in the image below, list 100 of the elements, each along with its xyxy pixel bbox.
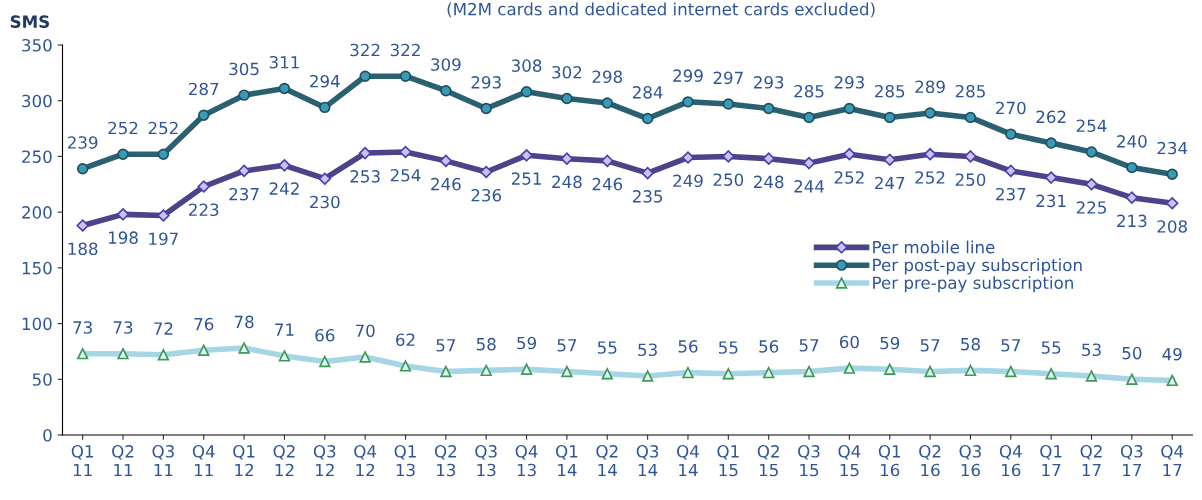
data-label: 246 [592, 177, 623, 191]
point [601, 154, 614, 168]
data-label: 239 [68, 136, 98, 149]
data-label: 294 [310, 74, 340, 88]
x-tick-label: Q4 15 [838, 445, 861, 477]
data-label: 240 [1117, 135, 1147, 148]
data-label: 59 [880, 336, 900, 350]
data-label: 285 [794, 84, 824, 98]
data-label: 284 [632, 86, 663, 99]
y-tick-label: 150 [22, 261, 52, 275]
data-label: 53 [638, 343, 657, 357]
y-tick-label: 0 [43, 428, 52, 442]
y-tick-label: 200 [22, 206, 52, 219]
x-tick-label: Q1 17 [1040, 445, 1062, 477]
data-label: 270 [996, 101, 1026, 115]
data-label: 62 [396, 333, 415, 347]
data-label: 322 [390, 43, 420, 57]
point [318, 172, 332, 185]
legend-label: Per mobile line [873, 240, 995, 254]
data-label: 237 [996, 187, 1026, 201]
x-tick-label: Q1 12 [233, 445, 255, 477]
data-label: 66 [315, 328, 335, 342]
legend-label: Per pre-pay subscription [873, 276, 1073, 293]
x-tick-label: Q1 15 [717, 445, 739, 477]
data-label: 252 [148, 121, 178, 135]
point [399, 70, 412, 82]
point [76, 162, 89, 175]
point [1166, 168, 1178, 180]
data-label: 223 [189, 203, 219, 217]
data-label: 55 [597, 341, 617, 354]
data-label: 252 [834, 171, 864, 184]
point [440, 84, 452, 97]
point [1126, 161, 1138, 174]
point [641, 112, 654, 125]
data-label: 297 [713, 71, 743, 85]
data-label: 302 [552, 65, 582, 79]
data-label: 78 [234, 315, 254, 329]
point [722, 98, 735, 110]
data-label: 309 [431, 58, 461, 71]
data-label: 188 [68, 242, 98, 256]
data-label: 305 [229, 62, 259, 76]
data-label: 57 [436, 339, 456, 352]
data-label: 254 [390, 168, 421, 182]
x-tick-label: Q1 13 [394, 445, 416, 477]
data-label: 49 [1162, 347, 1182, 361]
data-label: 249 [673, 174, 703, 188]
x-tick-label: Q4 11 [192, 445, 215, 477]
data-label: 237 [229, 187, 259, 201]
data-label: 254 [1076, 119, 1107, 133]
point [641, 166, 654, 180]
point [198, 109, 210, 121]
x-tick-label: Q3 11 [152, 445, 174, 477]
data-label: 250 [713, 173, 744, 186]
point [802, 156, 816, 170]
x-tick-label: Q2 15 [757, 445, 779, 477]
x-tick-label: Q3 15 [798, 445, 820, 477]
point [359, 70, 371, 82]
data-label: 55 [719, 341, 738, 354]
data-label: 58 [961, 337, 980, 351]
x-tick-label: Q1 11 [71, 445, 93, 477]
data-label: 56 [678, 340, 698, 353]
point [1085, 146, 1098, 158]
data-label: 244 [794, 180, 824, 193]
data-label: 298 [592, 70, 623, 84]
chart-subtitle: (M2M cards and dedicated internet cards excluded) [447, 2, 875, 18]
y-axis-title: SMS [10, 15, 49, 28]
x-tick-label: Q3 16 [959, 445, 981, 477]
data-label: 56 [759, 340, 779, 353]
point [237, 164, 251, 178]
data-label: 213 [1117, 214, 1147, 228]
point [883, 153, 896, 167]
point [843, 102, 856, 115]
data-label: 262 [1036, 110, 1066, 124]
data-label: 248 [552, 175, 582, 189]
data-label: 322 [350, 43, 380, 57]
x-tick-label: Q3 12 [313, 445, 336, 477]
data-label: 235 [632, 190, 663, 203]
data-label: 57 [799, 339, 819, 352]
point [923, 147, 937, 161]
x-tick-label: Q3 17 [1120, 445, 1143, 477]
point [560, 152, 574, 165]
x-tick-label: Q3 13 [475, 445, 497, 477]
data-label: 72 [154, 322, 173, 335]
point [479, 165, 493, 179]
point [843, 147, 856, 161]
point [964, 111, 977, 124]
point [681, 151, 695, 164]
point [319, 101, 331, 114]
point [561, 92, 573, 105]
data-label: 70 [355, 324, 375, 338]
point [278, 82, 291, 95]
data-label: 57 [557, 339, 577, 352]
data-label: 59 [517, 336, 536, 350]
data-label: 248 [753, 175, 784, 189]
data-label: 231 [1036, 194, 1066, 208]
point [439, 154, 453, 168]
point [157, 148, 170, 160]
point [803, 111, 815, 124]
data-label: 293 [834, 76, 864, 89]
data-label: 234 [1157, 141, 1188, 155]
